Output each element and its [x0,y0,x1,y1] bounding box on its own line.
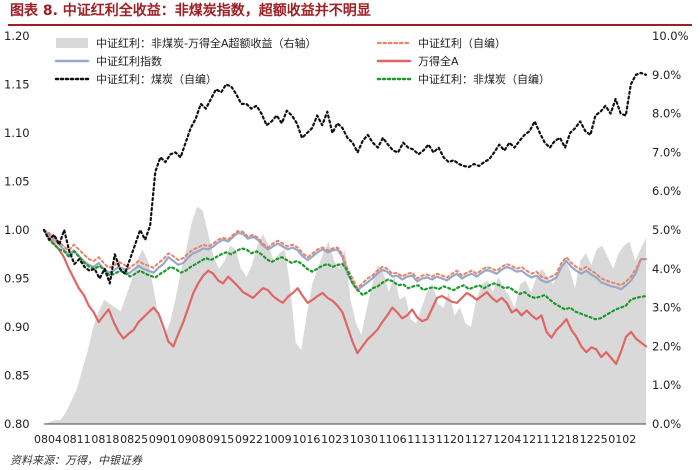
legend-item: 中证红利（自编） [376,36,506,50]
series-wande-all-a-line [42,228,648,365]
x-tick-label: 0915 [206,433,234,446]
x-tick-label: 1225 [580,433,608,446]
legend-item: 中证红利：煤炭（自编） [54,72,217,86]
x-tick-label: 1016 [292,433,320,446]
x-tick-label: 0825 [120,433,148,446]
x-tick-label: 1113 [407,433,435,446]
x-tick-label: 1009 [264,433,292,446]
right-y-tick-label: 6.0% [652,184,681,198]
right-y-tick-label: 1.0% [652,378,681,392]
x-tick-label: 1218 [551,433,579,446]
legend-label: 中证红利：非煤炭-万得全A超额收益（右轴） [96,36,317,50]
x-tick-label: 0908 [178,433,206,446]
right-y-tick-label: 3.0% [652,301,681,315]
left-y-tick-label: 1.10 [4,126,30,140]
legend-label: 中证红利：非煤炭（自编） [418,72,550,86]
left-y-tick-label: 1.20 [4,29,30,43]
chart-title: 图表 8. 中证红利全收益：非煤炭指数，超额收益并不明显 [10,3,371,19]
legend: 中证红利：非煤炭-万得全A超额收益（右轴） 中证红利（自编） 中证红利指数 万得全A 中… [54,36,550,86]
x-tick-label: 1204 [493,433,521,446]
right-y-tick-label: 5.0% [652,223,681,237]
right-y-tick-label: 0.0% [652,417,681,431]
legend-label: 中证红利：煤炭（自编） [96,72,217,86]
legend-label: 中证红利指数 [96,54,162,68]
right-y-tick-label: 9.0% [652,68,681,82]
source-note: 资料来源：万得，中银证券 [10,454,142,467]
legend-item: 中证红利指数 [54,54,162,68]
x-tick-label: 1023 [321,433,349,446]
x-tick-label: 0901 [149,433,177,446]
x-tick-label: 0811 [63,433,91,446]
series-non-coal-self-line [42,228,648,321]
x-tick-label: 1030 [350,433,378,446]
legend-label: 中证红利（自编） [418,36,506,50]
series-dividend-index-line [42,228,648,292]
legend-item: 中证红利：非煤炭（自编） [376,72,550,86]
left-y-tick-label: 1.00 [4,223,30,237]
x-tick-label: 0804 [34,433,62,446]
series-excess-area [44,206,646,424]
x-tick-label: 1120 [436,433,464,446]
legend-label: 万得全A [418,54,459,68]
excess-area-layer [44,206,646,424]
x-tick-label: 0818 [91,433,119,446]
series-coal-self-line [42,71,648,285]
title-rule [8,24,692,26]
legend-swatch [56,38,88,48]
lines-layer [42,71,648,365]
legend-item: 万得全A [376,54,459,68]
right-y-tick-label: 7.0% [652,145,681,159]
x-tick-label: 1106 [379,433,407,446]
right-y-tick-labels: 0.0% 1.0% 2.0% 3.0% 4.0% 5.0% 6.0% 7.0% 8.0% 9.0%… [652,29,689,431]
left-y-tick-labels: 0.80 0.85 0.90 0.95 1.00 1.05 1.10 1.15 1.20 [4,29,30,431]
x-tick-labels: 0804 0811 0818 0825 0901 0908 0915 0922 1009 1016… [34,433,636,446]
right-y-tick-label: 4.0% [652,262,681,276]
x-tick-label: 1211 [522,433,550,446]
x-tick-label: 0922 [235,433,263,446]
legend-item: 中证红利：非煤炭-万得全A超额收益（右轴） [56,36,317,50]
left-y-tick-label: 0.90 [4,320,30,334]
left-y-tick-label: 0.80 [4,417,30,431]
left-y-tick-label: 1.15 [4,78,30,92]
right-y-tick-label: 2.0% [652,339,681,353]
x-tick-label: 1127 [465,433,493,446]
left-y-tick-label: 1.05 [4,175,30,189]
series-dividend-self-line [43,229,647,290]
left-y-tick-label: 0.95 [4,272,30,286]
right-y-tick-label: 8.0% [652,107,681,121]
x-tick-label: 0102 [608,433,636,446]
right-y-tick-label: 10.0% [652,29,689,43]
left-y-tick-label: 0.85 [4,369,30,383]
